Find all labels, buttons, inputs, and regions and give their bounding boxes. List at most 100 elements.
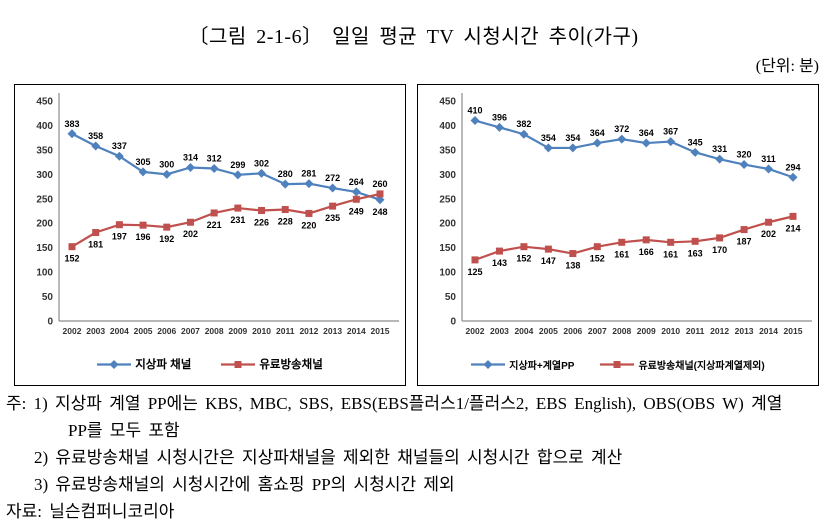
- x-tick-label: 2002: [63, 326, 82, 336]
- legend-item: 유료방송채널: [221, 356, 323, 372]
- data-label: 410: [467, 106, 482, 116]
- source-line: 자료: 닐슨컴퍼니코리아: [6, 502, 175, 521]
- data-label: 202: [183, 229, 198, 239]
- y-tick-label: 250: [439, 194, 456, 205]
- note-line-1: 주: 1) 지상파 계열 PP에는 KBS, MBC, SBS, EBS(EBS…: [6, 394, 783, 413]
- data-label: 294: [785, 162, 800, 172]
- right-plot-area: 0 50 100 150 200 250 300 350 400 450 2002 2003 2004 2…: [418, 85, 818, 343]
- data-label: 372: [614, 124, 629, 134]
- series-1: 152 181 197 196 192 202 221 231 226 228 220 235 249 2…: [64, 179, 387, 264]
- x-tick-label: 2014: [759, 326, 778, 336]
- data-label: 280: [278, 169, 293, 179]
- note-line-2: PP를 모두 포함: [68, 421, 180, 440]
- data-label: 202: [761, 229, 776, 239]
- y-tick-label: 400: [439, 121, 456, 132]
- data-label: 228: [278, 217, 293, 227]
- data-label: 311: [761, 154, 776, 164]
- x-tick-label: 2010: [661, 326, 680, 336]
- data-label: 181: [88, 240, 103, 250]
- series-0: 410 396 382 354 354 364 372 364 367 345 331 320 311 2…: [467, 106, 801, 182]
- y-tick-label: 350: [36, 145, 53, 156]
- data-label: 281: [301, 169, 316, 179]
- x-tick-label: 2009: [228, 326, 247, 336]
- data-label: 354: [541, 133, 556, 143]
- x-tick-label: 2011: [276, 326, 295, 336]
- square-legend-marker-icon: [600, 360, 635, 368]
- legend-item: 지상파 채널: [97, 356, 191, 372]
- x-tick-label: 2009: [637, 326, 656, 336]
- data-label: 320: [737, 150, 752, 160]
- series-1: 125 143 152 147 138 152 161 166 161 163 170 187 202 2…: [467, 212, 801, 277]
- legend-label: 지상파+계열PP: [509, 360, 575, 372]
- data-label: 382: [516, 119, 531, 129]
- x-tick-label: 2013: [735, 326, 754, 336]
- series-0: 383 358 337 305 300 314 312 299 302 280 281 272 264 2…: [64, 119, 387, 217]
- data-label: 364: [590, 128, 605, 138]
- diamond-legend-marker-icon: [97, 359, 132, 369]
- chart-household-total: 0 50 100 150 200 250 300 350 400 450 2002 2003 2004 2…: [14, 84, 406, 386]
- y-tick-label: 0: [450, 317, 456, 328]
- data-label: 161: [614, 249, 629, 259]
- y-tick-label: 350: [439, 145, 456, 156]
- y-tick-label: 50: [42, 292, 54, 303]
- data-label: 192: [159, 234, 174, 244]
- data-label: 170: [712, 245, 727, 255]
- x-tick-label: 2005: [539, 326, 558, 336]
- data-label: 337: [112, 141, 127, 151]
- left-plot-area: 0 50 100 150 200 250 300 350 400 450 2002 2003 2004 2…: [15, 85, 405, 343]
- data-label: 226: [254, 218, 269, 228]
- figure-title: 〔그림 2-1-6〕 일일 평균 TV 시청시간 추이(가구): [188, 26, 639, 48]
- axes: [461, 93, 812, 322]
- data-label: 364: [639, 128, 654, 138]
- legend-label: 유료방송채널(지상파계열제외): [638, 360, 765, 372]
- data-label: 272: [325, 173, 340, 183]
- data-label: 235: [325, 213, 340, 223]
- x-tick-label: 2014: [347, 326, 366, 336]
- data-label: 305: [136, 157, 151, 167]
- x-tick-label: 2004: [514, 326, 533, 336]
- x-tick-label: 2008: [612, 326, 631, 336]
- data-label: 331: [712, 144, 727, 154]
- left-line-chart: 0 50 100 150 200 250 300 350 400 450 2002 2003 2004 2…: [36, 93, 399, 336]
- y-tick-label: 150: [36, 243, 53, 254]
- x-tick-label: 2003: [86, 326, 105, 336]
- x-tick-label: 2012: [299, 326, 318, 336]
- data-label: 264: [349, 177, 364, 187]
- data-label: 260: [372, 179, 387, 189]
- data-label: 302: [254, 158, 269, 168]
- data-label: 214: [785, 223, 800, 233]
- data-label: 248: [372, 207, 387, 217]
- x-tick-label: 2012: [710, 326, 729, 336]
- x-tick-label: 2015: [784, 326, 803, 336]
- x-tick-label: 2006: [157, 326, 176, 336]
- data-label: 314: [183, 152, 198, 162]
- x-tick-label: 2008: [205, 326, 224, 336]
- right-line-chart: 0 50 100 150 200 250 300 350 400 450 2002 2003 2004 2…: [439, 93, 812, 336]
- note-line-4: 3) 유료방송채널의 시청시간에 홈쇼핑 PP의 시청시간 제외: [34, 475, 455, 494]
- right-legend: 지상파+계열PP 유료방송채널(지상파계열제외): [418, 343, 818, 385]
- data-label: 161: [663, 249, 678, 259]
- x-tick-label: 2007: [588, 326, 607, 336]
- data-label: 354: [565, 133, 580, 143]
- x-tick-label: 2007: [181, 326, 200, 336]
- data-label: 220: [301, 220, 316, 230]
- data-label: 249: [349, 206, 364, 216]
- y-tick-label: 300: [439, 170, 456, 181]
- y-tick-label: 450: [36, 97, 53, 108]
- y-tick-label: 0: [47, 317, 53, 328]
- x-tick-label: 2013: [323, 326, 342, 336]
- left-legend: 지상파 채널 유료방송채널: [15, 343, 405, 385]
- legend-item: 지상파+계열PP: [471, 357, 574, 372]
- unit-label: (단위: 분): [755, 58, 819, 75]
- y-tick-label: 200: [439, 219, 456, 230]
- data-label: 152: [64, 254, 79, 264]
- axes: [58, 93, 399, 322]
- data-label: 125: [467, 267, 482, 277]
- data-label: 299: [230, 160, 245, 170]
- data-label: 196: [136, 232, 151, 242]
- y-tick-label: 200: [36, 219, 53, 230]
- x-tick-label: 2002: [466, 326, 485, 336]
- data-label: 312: [207, 153, 222, 163]
- x-tick-label: 2010: [252, 326, 271, 336]
- data-label: 147: [541, 256, 556, 266]
